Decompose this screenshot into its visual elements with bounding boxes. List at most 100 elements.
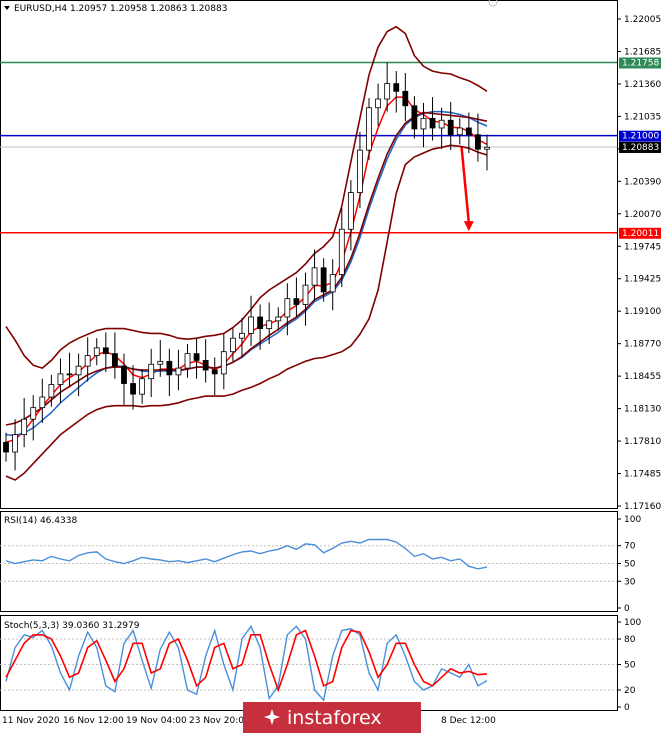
candle-body (30, 407, 37, 420)
stoch-title: Stoch(5,3,3) 39.0360 31.2979 (4, 621, 140, 631)
candle-body (465, 127, 472, 136)
candle-body (48, 384, 55, 398)
rsi-panel-frame (0, 511, 618, 612)
y-tick-label: 1.21360 (624, 80, 661, 90)
y-tick-label: 50 (624, 661, 636, 671)
candle-body (75, 365, 82, 376)
candle-body (102, 347, 109, 355)
series-line (5, 25, 488, 369)
price-title: EURUSD,H4 1.20957 1.20958 1.20863 1.2088… (14, 4, 227, 14)
candle-body (248, 316, 254, 334)
candle-body (284, 298, 291, 318)
candle-body (366, 107, 372, 151)
series-line (5, 144, 488, 481)
level-label: 1.21000 (622, 132, 659, 142)
y-tick-label: 1.22005 (624, 15, 661, 25)
y-tick-label: 70 (624, 542, 636, 552)
candle-body (275, 316, 282, 322)
y-tick-label: 0 (624, 604, 630, 614)
series-line (5, 538, 488, 570)
level-label: 1.20883 (622, 143, 659, 153)
y-tick-label: 1.19745 (624, 242, 661, 252)
y-tick-label: 1.20070 (624, 210, 661, 220)
series-line (5, 624, 488, 702)
y-tick-label: 100 (624, 618, 641, 628)
candle-body (157, 360, 164, 365)
candle-body (139, 378, 146, 395)
price-panel: 1.220051.216851.213601.210351.207151.203… (0, 15, 661, 512)
y-tick-label: 1.21685 (624, 47, 661, 57)
y-tick-label: 1.20390 (624, 177, 661, 187)
y-tick-label: 1.17485 (624, 470, 661, 480)
candle-body (93, 347, 100, 356)
candle-body (311, 267, 318, 286)
y-tick-label: 1.17810 (624, 437, 661, 447)
candle-body (456, 127, 463, 136)
candle-body (266, 320, 273, 329)
x-tick-label: 8 Dec 12:00 (441, 716, 496, 726)
rsi-title: RSI(14) 46.4338 (4, 516, 77, 526)
candle-body (166, 360, 173, 376)
candle-body (84, 355, 91, 367)
y-tick-label: 100 (624, 515, 641, 525)
series-line (5, 629, 488, 693)
candle-body (121, 365, 127, 384)
watermark-star-icon (264, 709, 280, 725)
x-tick-label: 19 Nov 04:00 (126, 716, 187, 726)
candle-body (484, 146, 490, 150)
level-label-box (619, 227, 661, 239)
candle-body (357, 149, 363, 193)
candle-body (3, 441, 9, 453)
y-tick-label: 30 (624, 577, 636, 587)
rsi-panel: 100 70 50 30 0 (0, 515, 641, 614)
y-tick-label: 20 (624, 686, 636, 696)
watermark-text: instaforex (287, 707, 382, 729)
candle-body (393, 83, 400, 92)
level-label: 1.21758 (622, 58, 659, 68)
candle-body (211, 369, 218, 375)
candle-body (384, 83, 391, 100)
x-tick-label: 23 Nov 20:00 (189, 716, 250, 726)
candle-body (402, 90, 409, 107)
candle-body (112, 353, 118, 367)
candle-body (220, 351, 227, 375)
candle-body (148, 363, 155, 380)
stoch-panel: 100 80 50 20 0 (0, 618, 641, 713)
instaforex-watermark: instaforex (243, 702, 421, 733)
candle-body (438, 119, 445, 129)
candle-body (57, 373, 64, 385)
level-label-box (619, 130, 661, 142)
candle-body (347, 192, 354, 230)
candle-body (175, 367, 182, 376)
collapse-triangle-icon[interactable] (4, 6, 10, 10)
candle-body (229, 337, 236, 353)
candle-body (130, 383, 136, 395)
candle-body (193, 353, 200, 361)
candle-body (411, 105, 418, 130)
y-tick-label: 1.19100 (624, 307, 661, 317)
candle-body (420, 117, 427, 130)
candle-body (475, 134, 481, 150)
candle-body (257, 316, 264, 329)
candle-body (320, 267, 327, 293)
level-label-box (619, 141, 661, 153)
arrow-shaft (460, 147, 471, 224)
y-tick-label: 80 (624, 635, 636, 645)
candle-body (302, 284, 309, 305)
chart-sun-icon (488, 0, 498, 7)
level-label-box (619, 57, 661, 69)
candle-body (375, 98, 381, 109)
candle-body (184, 353, 191, 369)
candle-body (66, 373, 73, 376)
price-title-group: EURUSD,H4 1.20957 1.20958 1.20863 1.2088… (4, 4, 227, 14)
y-tick-label: 1.19425 (624, 275, 661, 285)
series-line (5, 111, 488, 426)
candle-body (39, 396, 46, 409)
candle-body (12, 434, 18, 453)
arrow-head (463, 221, 474, 232)
candle-body (202, 359, 209, 371)
watermark-logo: instaforex (264, 707, 382, 729)
candle-body (338, 228, 345, 275)
y-tick-label: 0 (624, 703, 630, 713)
